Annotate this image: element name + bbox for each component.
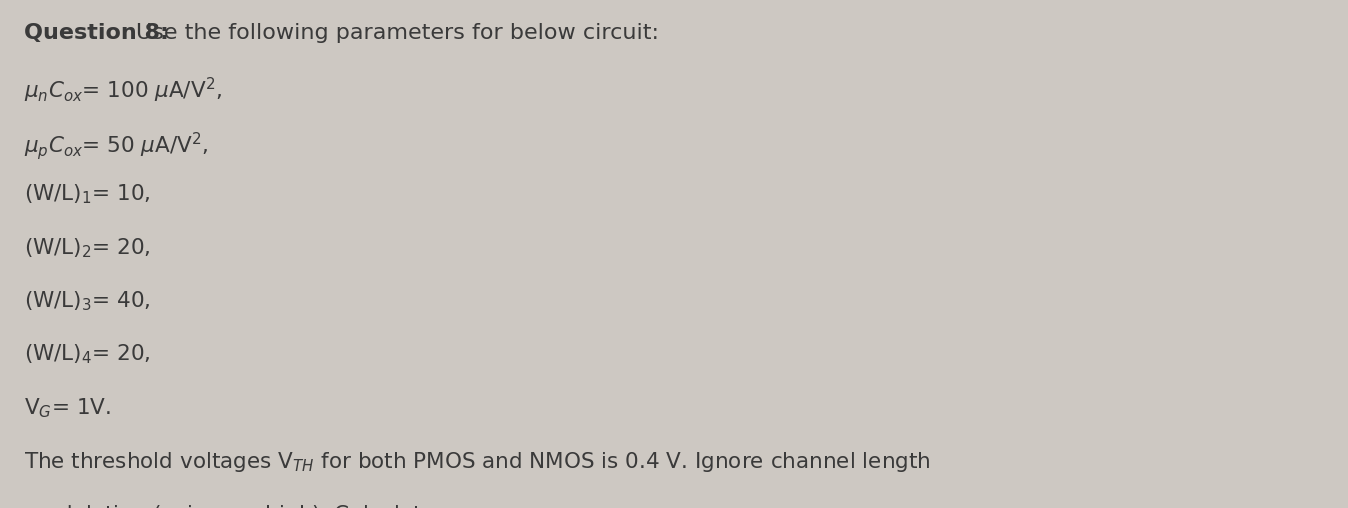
Text: modulation (r$_o$ is very high). Calculate:: modulation (r$_o$ is very high). Calcula… <box>24 503 441 508</box>
Text: $\mu_n C_{ox}$= 100 $\mu$A/V$^2$,: $\mu_n C_{ox}$= 100 $\mu$A/V$^2$, <box>24 76 222 105</box>
Text: (W/L)$_4$= 20,: (W/L)$_4$= 20, <box>24 343 151 366</box>
Text: V$_G$= 1V.: V$_G$= 1V. <box>24 396 111 420</box>
Text: Question 8:: Question 8: <box>24 23 168 43</box>
Text: The threshold voltages V$_{TH}$ for both PMOS and NMOS is 0.4 V. Ignore channel : The threshold voltages V$_{TH}$ for both… <box>24 450 931 473</box>
Text: (W/L)$_2$= 20,: (W/L)$_2$= 20, <box>24 236 151 260</box>
Text: (W/L)$_1$= 10,: (W/L)$_1$= 10, <box>24 183 151 206</box>
Text: Use the following parameters for below circuit:: Use the following parameters for below c… <box>136 23 659 43</box>
Text: (W/L)$_3$= 40,: (W/L)$_3$= 40, <box>24 290 151 313</box>
Text: $\mu_p C_{ox}$= 50 $\mu$A/V$^2$,: $\mu_p C_{ox}$= 50 $\mu$A/V$^2$, <box>24 130 209 162</box>
